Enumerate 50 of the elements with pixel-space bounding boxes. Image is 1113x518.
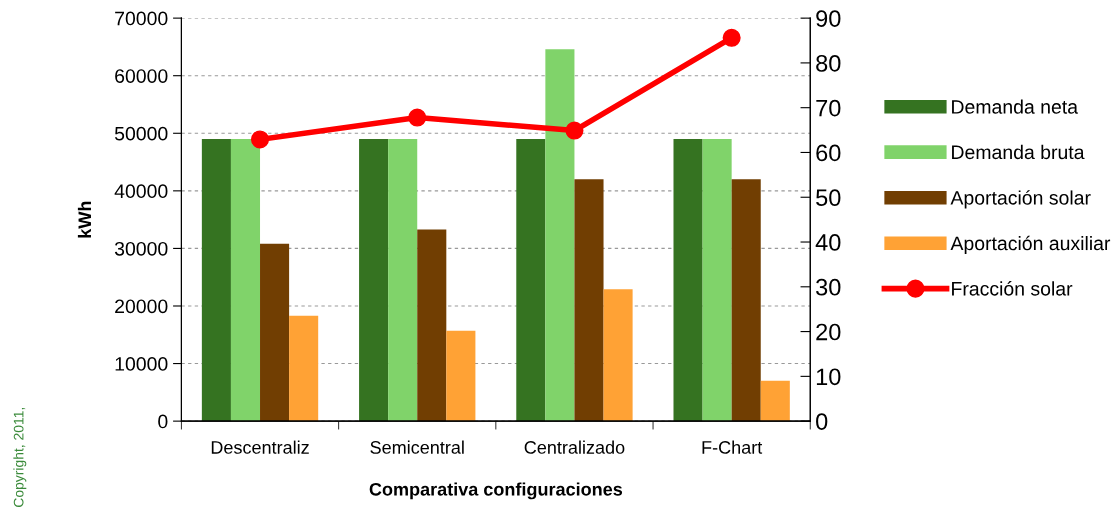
bar bbox=[260, 243, 290, 422]
bar bbox=[545, 49, 575, 422]
bar bbox=[201, 139, 231, 422]
y-tick-label: 50000 bbox=[114, 126, 168, 141]
legend-label: Aportación auxiliar bbox=[950, 235, 1111, 255]
bar bbox=[673, 139, 703, 422]
y-tick-label: 70000 bbox=[115, 11, 168, 26]
y-tick-label: 30000 bbox=[114, 241, 168, 256]
y2-tick-label: 80 bbox=[816, 54, 841, 72]
y-tick-label: 20000 bbox=[115, 299, 168, 314]
legend-label: Fracción solar bbox=[952, 281, 1073, 296]
legend-label: Aportación solar bbox=[950, 190, 1091, 209]
x-tick-label: Semicentral bbox=[370, 440, 464, 454]
y2-tick-label: 40 bbox=[815, 234, 841, 251]
bar bbox=[388, 139, 418, 422]
bar bbox=[446, 330, 476, 422]
point bbox=[722, 28, 741, 47]
point bbox=[250, 130, 270, 149]
bar bbox=[359, 139, 389, 422]
y2-tick-label: 50 bbox=[816, 189, 841, 207]
y2-tick-label: 10 bbox=[816, 368, 841, 386]
x-tick-label: Centralizado bbox=[524, 440, 625, 454]
x-tick-label: F-Chart bbox=[702, 440, 763, 454]
bar bbox=[574, 179, 604, 422]
bar bbox=[289, 315, 319, 422]
y-tick-label: 10000 bbox=[115, 357, 168, 371]
y2-tick-label: 30 bbox=[816, 278, 841, 296]
legend-label: Demanda neta bbox=[952, 99, 1079, 114]
y2-tick-label: 90 bbox=[816, 10, 841, 27]
bar bbox=[516, 139, 546, 422]
bar bbox=[702, 139, 732, 422]
y-axis-title: kWh bbox=[77, 201, 91, 238]
point bbox=[408, 108, 427, 127]
legend-label: Demanda bruta bbox=[952, 144, 1085, 160]
x-tick-label: Descentraliz bbox=[211, 440, 309, 454]
x-axis-title: Comparativa configuraciones bbox=[369, 482, 623, 500]
y2-tick-label: 60 bbox=[816, 144, 841, 162]
bar bbox=[230, 139, 261, 422]
bar bbox=[731, 179, 761, 422]
bar bbox=[603, 289, 633, 422]
y-tick-label: 40000 bbox=[114, 184, 168, 199]
y-tick-label: 0 bbox=[158, 414, 168, 429]
text: Copyright, 2011, bbox=[13, 408, 27, 507]
point bbox=[565, 121, 584, 140]
bar bbox=[760, 380, 790, 422]
y2-tick-label: 20 bbox=[816, 323, 841, 341]
bar bbox=[417, 229, 447, 422]
y-tick-label: 60000 bbox=[115, 69, 168, 83]
y2-tick-label: 70 bbox=[816, 99, 841, 117]
y2-tick-label: 0 bbox=[816, 413, 828, 430]
